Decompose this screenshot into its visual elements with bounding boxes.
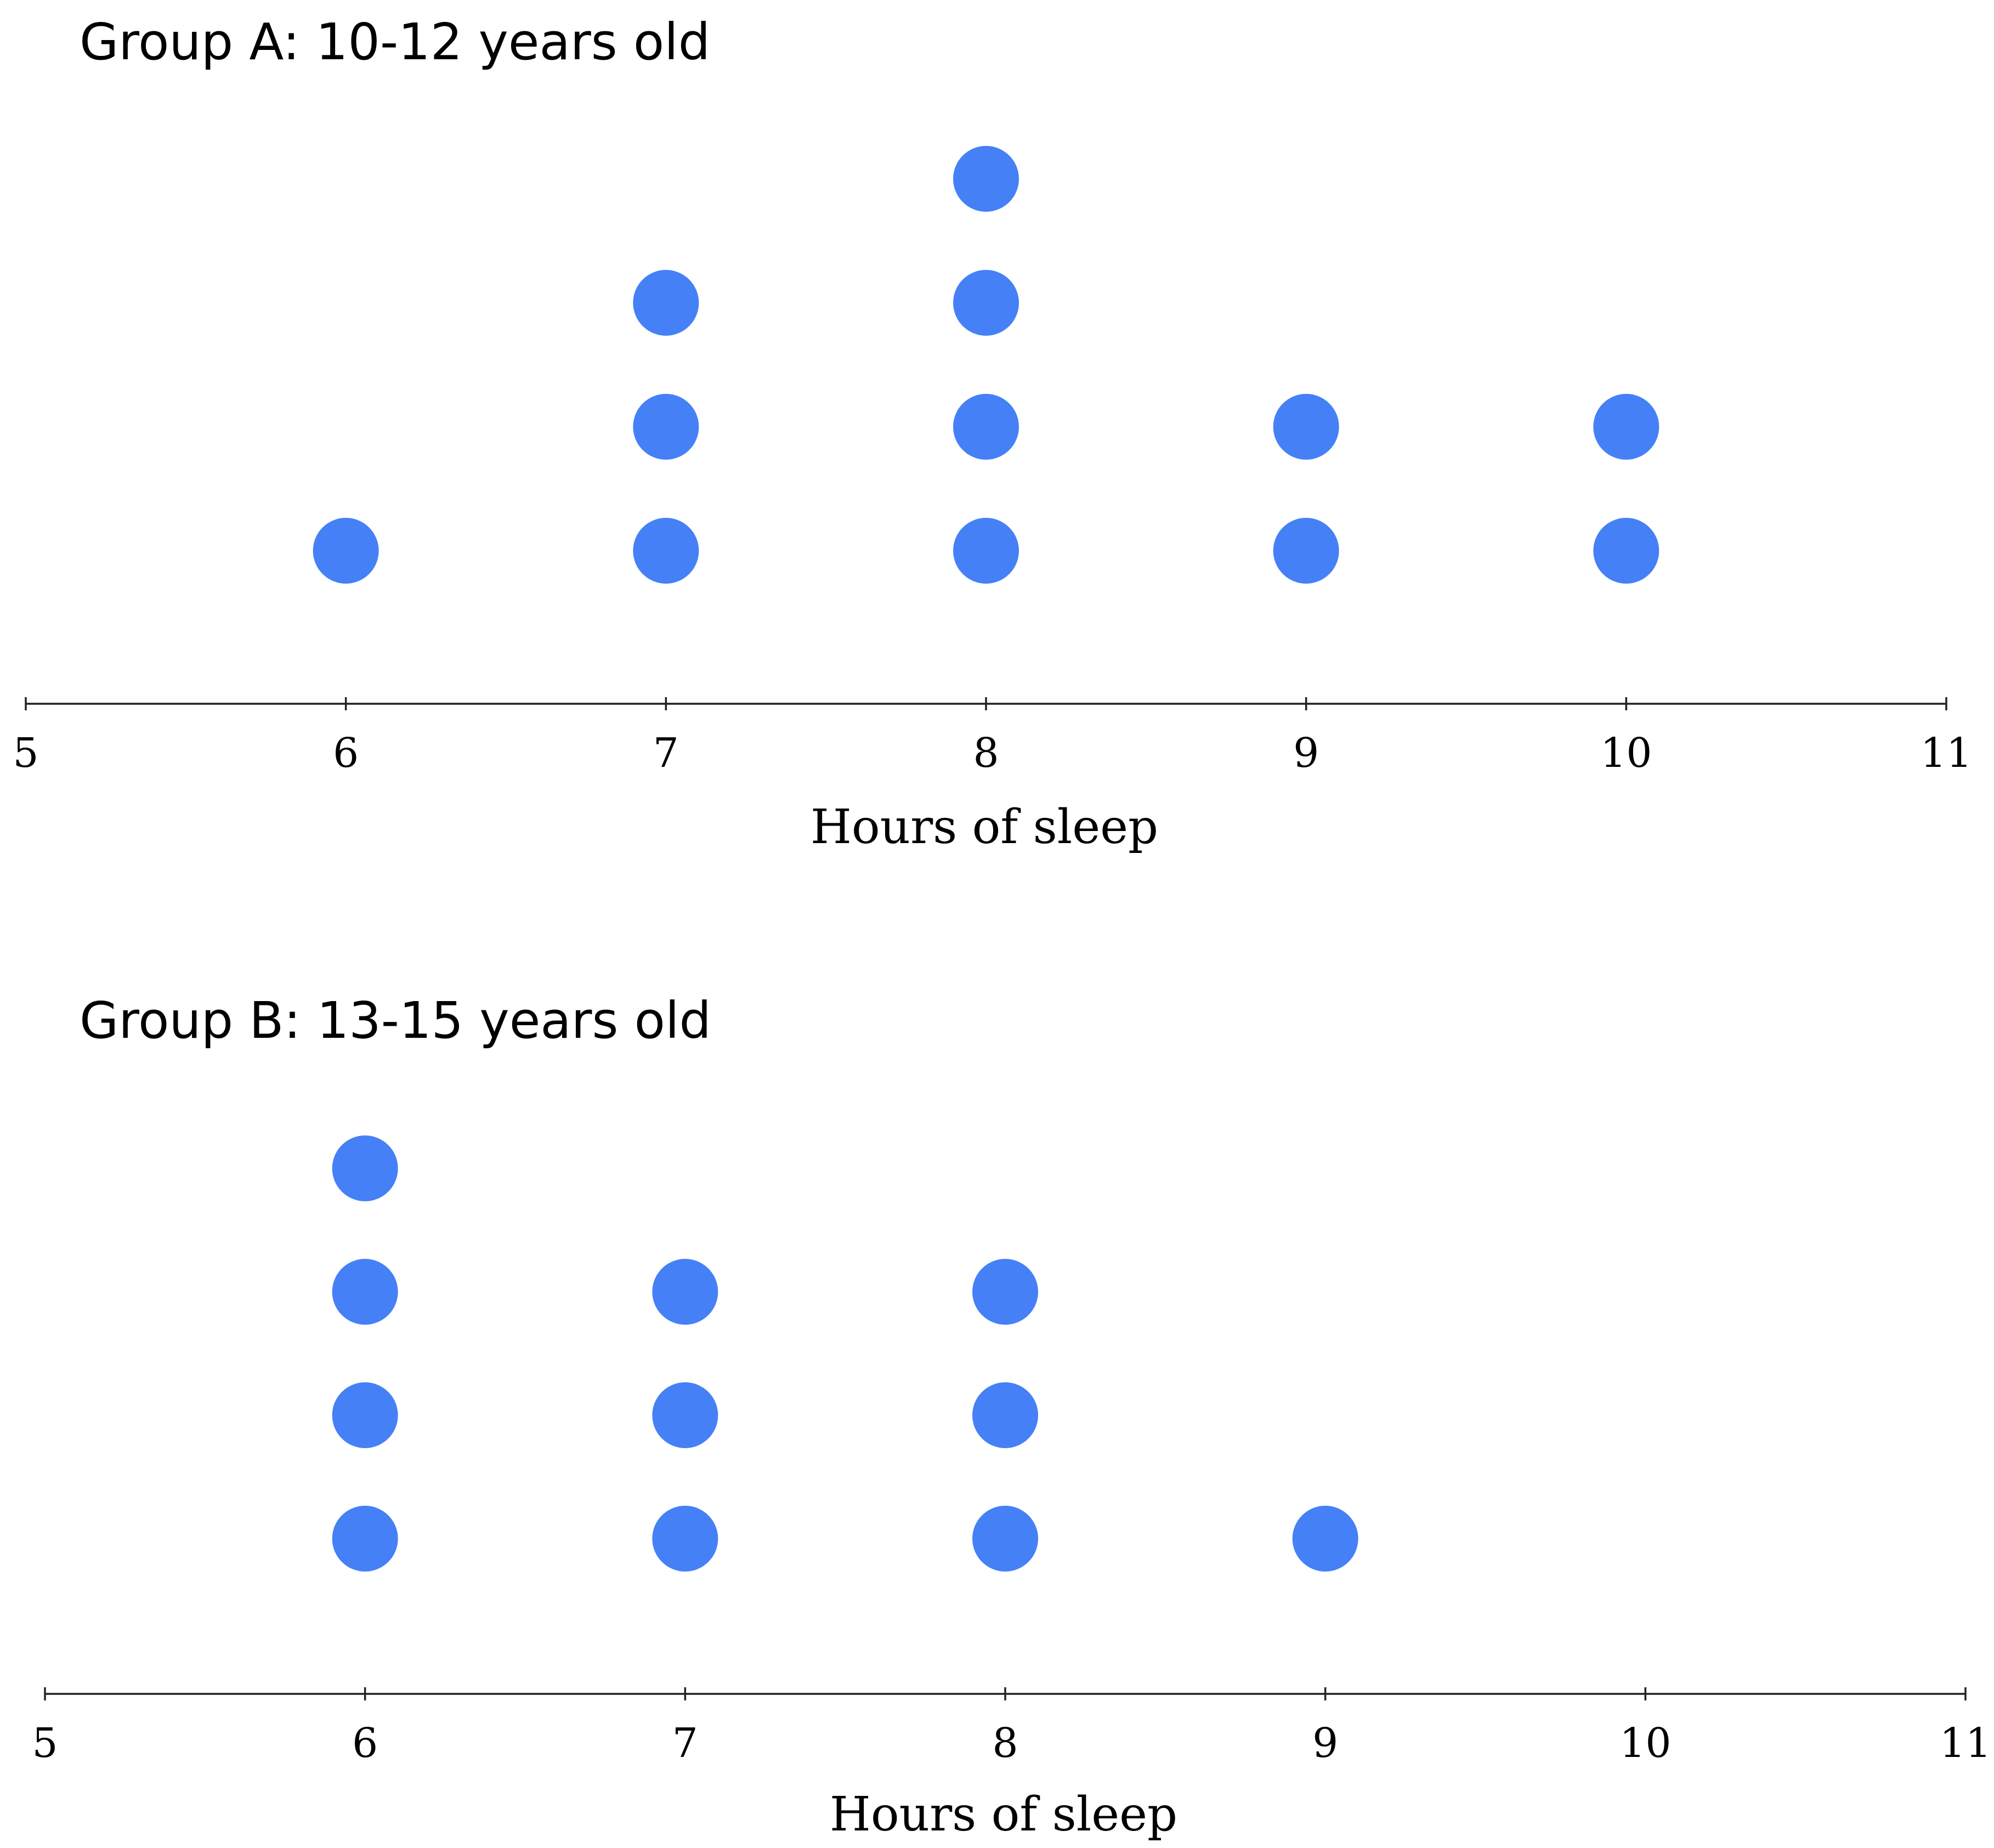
data-dot bbox=[313, 518, 379, 584]
data-dot bbox=[633, 394, 699, 460]
data-dot bbox=[953, 146, 1019, 212]
data-dot bbox=[332, 1135, 398, 1201]
x-tick-label: 5 bbox=[32, 1720, 58, 1767]
x-tick-label: 8 bbox=[973, 730, 999, 777]
x-tick-label: 5 bbox=[13, 730, 38, 777]
x-tick-label: 7 bbox=[672, 1720, 698, 1767]
data-dot bbox=[332, 1382, 398, 1448]
chart-title: Group B: 13-15 years old bbox=[80, 991, 711, 1050]
data-dot bbox=[1292, 1506, 1358, 1572]
data-dot bbox=[972, 1259, 1038, 1325]
x-tick-label: 10 bbox=[1619, 1720, 1671, 1767]
x-tick-label: 7 bbox=[653, 730, 679, 777]
x-tick-label: 11 bbox=[1940, 1720, 1991, 1767]
x-axis-label: Hours of sleep bbox=[811, 800, 1158, 855]
data-dot bbox=[953, 518, 1019, 584]
data-dot bbox=[953, 394, 1019, 460]
x-tick-label: 9 bbox=[1293, 730, 1319, 777]
data-dot bbox=[652, 1506, 718, 1572]
data-dot bbox=[1593, 394, 1659, 460]
chart-title: Group A: 10-12 years old bbox=[80, 13, 710, 71]
dot-plot-group-a: Group A: 10-12 years old Hours of sleep … bbox=[13, 13, 1972, 855]
x-tick-label: 9 bbox=[1312, 1720, 1338, 1767]
x-tick-label: 11 bbox=[1921, 730, 1972, 777]
x-tick-label: 8 bbox=[992, 1720, 1018, 1767]
data-dot bbox=[1273, 518, 1339, 584]
data-dot bbox=[633, 270, 699, 336]
data-dot bbox=[652, 1382, 718, 1448]
dot-plot-group-b: Group B: 13-15 years old Hours of sleep … bbox=[32, 991, 1991, 1842]
data-dot bbox=[1593, 518, 1659, 584]
data-dot bbox=[972, 1382, 1038, 1448]
x-axis-label: Hours of sleep bbox=[830, 1787, 1177, 1842]
x-tick-label: 6 bbox=[352, 1720, 378, 1767]
x-tick-label: 10 bbox=[1600, 730, 1652, 777]
data-dot bbox=[332, 1259, 398, 1325]
data-dot bbox=[633, 518, 699, 584]
data-dot bbox=[972, 1506, 1038, 1572]
data-dot bbox=[953, 270, 1019, 336]
data-dot bbox=[332, 1506, 398, 1572]
x-tick-label: 6 bbox=[333, 730, 359, 777]
data-dot bbox=[652, 1259, 718, 1325]
data-dot bbox=[1273, 394, 1339, 460]
